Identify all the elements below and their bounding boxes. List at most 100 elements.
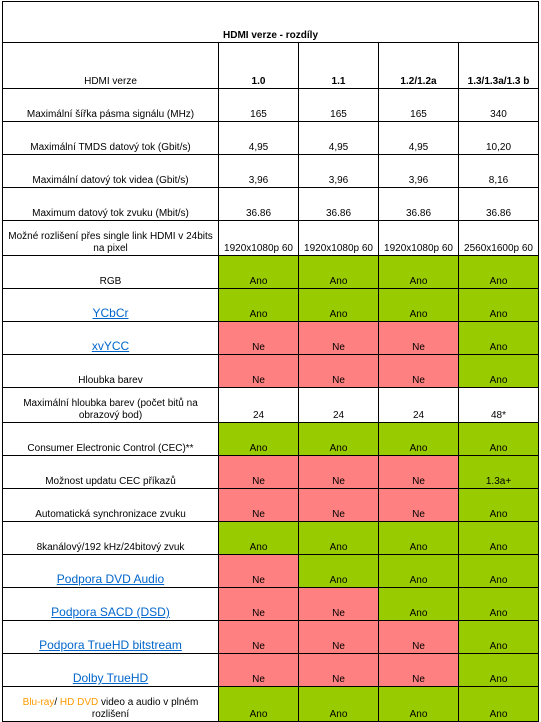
- truehd-bitstream-link[interactable]: Podpora TrueHD bitstream: [39, 638, 182, 652]
- row-label: Automatická synchronizace zvuku: [2, 488, 219, 522]
- table-cell: Ano: [298, 521, 379, 555]
- table-cell: 24: [298, 387, 379, 423]
- table-row: 8kanálový/192 kHz/24bitový zvuk Ano Ano …: [2, 521, 540, 555]
- table-row: Dolby TrueHD Ne Ne Ne Ano: [2, 653, 540, 687]
- ycbcr-link[interactable]: YCbCr: [92, 306, 129, 320]
- table-row: Podpora TrueHD bitstream Ne Ne Ne Ano: [2, 620, 540, 654]
- table-row: Consumer Electronic Control (CEC)** Ano …: [2, 422, 540, 456]
- table-cell: Ano: [378, 554, 459, 588]
- table-cell: 24: [378, 387, 459, 423]
- table-cell: Ano: [218, 521, 299, 555]
- row-label: Consumer Electronic Control (CEC)**: [2, 422, 219, 456]
- table-cell: 3,96: [298, 154, 379, 188]
- row-label: Maximální TMDS datový tok (Gbit/s): [2, 121, 219, 155]
- row-label: Maximální hloubka barev (počet bitů na o…: [2, 387, 219, 423]
- table-cell: Ne: [378, 455, 459, 489]
- hddvd-label: HD DVD: [59, 697, 99, 708]
- table-cell: Ano: [457, 488, 540, 522]
- row-label-cell: Podpora TrueHD bitstream: [2, 620, 219, 654]
- table-cell: Ano: [378, 587, 459, 621]
- table-cell: Ano: [378, 255, 459, 289]
- row-label: Hloubka barev: [2, 354, 219, 388]
- bluray-row-text: video a audio v plném rozlišení: [91, 697, 199, 720]
- table-row: YCbCr Ano Ano Ano Ano: [2, 288, 540, 322]
- version-1-3: 1.3/1.3a/1.3 b: [457, 42, 540, 89]
- table-cell: Ne: [218, 455, 299, 489]
- row-label-cell: YCbCr: [2, 288, 219, 322]
- table-cell: Ano: [457, 686, 540, 722]
- xvycc-link[interactable]: xvYCC: [91, 339, 130, 353]
- table-row: xvYCC Ne Ne Ne Ano: [2, 321, 540, 355]
- table-cell: 1.3a+: [457, 455, 540, 489]
- header-label: HDMI verze: [2, 42, 219, 89]
- row-label: RGB: [2, 255, 219, 289]
- dolby-truehd-link[interactable]: Dolby TrueHD: [72, 671, 149, 685]
- table-cell: 3,96: [378, 154, 459, 188]
- table-cell: 36.86: [457, 187, 540, 221]
- table-cell: Ano: [457, 620, 540, 654]
- table-cell: Ano: [457, 354, 540, 388]
- table-cell: Ne: [298, 620, 379, 654]
- row-label-cell: Dolby TrueHD: [2, 653, 219, 687]
- table-row: Maximum datový tok zvuku (Mbit/s) 36.86 …: [2, 187, 540, 221]
- table-cell: 1920x1080p 60: [218, 220, 299, 256]
- table-cell: Ne: [298, 321, 379, 355]
- version-1-2: 1.2/1.2a: [378, 42, 459, 89]
- title-row: HDMI verze - rozdíly: [1, 1, 540, 43]
- table-cell: 2560x1600p 60: [457, 220, 540, 256]
- table-row: Hloubka barev Ne Ne Ne Ano: [2, 354, 540, 388]
- table-cell: Ano: [298, 686, 379, 722]
- row-label: Maximální šířka pásma signálu (MHz): [2, 88, 219, 122]
- table-cell: 3,96: [218, 154, 299, 188]
- table-cell: Ne: [218, 587, 299, 621]
- table-cell: Ano: [378, 686, 459, 722]
- separator: /: [54, 697, 60, 708]
- version-1-0: 1.0: [218, 42, 299, 89]
- table-cell: 36.86: [378, 187, 459, 221]
- table-cell: Ne: [298, 587, 379, 621]
- table-cell: Ano: [218, 288, 299, 322]
- table-cell: 4,95: [218, 121, 299, 155]
- version-1-1: 1.1: [298, 42, 379, 89]
- table-cell: Ano: [298, 554, 379, 588]
- table-cell: 4,95: [378, 121, 459, 155]
- table-cell: 24: [218, 387, 299, 423]
- table-cell: Ano: [298, 288, 379, 322]
- table-cell: Ano: [218, 686, 299, 722]
- table-cell: 1920x1080p 60: [298, 220, 379, 256]
- table-cell: 8,16: [457, 154, 540, 188]
- row-label-cell: xvYCC: [2, 321, 219, 355]
- table-cell: Ano: [218, 255, 299, 289]
- row-label: Maximum datový tok zvuku (Mbit/s): [2, 187, 219, 221]
- table-cell: Ne: [298, 354, 379, 388]
- table-cell: Ne: [218, 321, 299, 355]
- table-cell: Ne: [298, 488, 379, 522]
- table-cell: Ano: [218, 422, 299, 456]
- table-cell: Ano: [457, 321, 540, 355]
- table-row: Maximální hloubka barev (počet bitů na o…: [2, 387, 540, 423]
- table-cell: Ano: [457, 255, 540, 289]
- table-cell: Ne: [378, 321, 459, 355]
- sacd-link[interactable]: Podpora SACD (DSD): [51, 605, 170, 619]
- table-cell: 340: [457, 88, 540, 122]
- table-cell: Ne: [218, 620, 299, 654]
- table-cell: 36.86: [298, 187, 379, 221]
- row-label: Možné rozlišení přes single link HDMI v …: [2, 220, 219, 256]
- table-cell: Ne: [298, 653, 379, 687]
- table-row: Podpora SACD (DSD) Ne Ne Ano Ano: [2, 587, 540, 621]
- table-cell: Ano: [457, 554, 540, 588]
- table-cell: 4,95: [298, 121, 379, 155]
- table-cell: 48*: [457, 387, 540, 423]
- table-cell: Ne: [298, 455, 379, 489]
- table-cell: Ne: [378, 354, 459, 388]
- table-row: Maximální TMDS datový tok (Gbit/s) 4,95 …: [2, 121, 540, 155]
- table-cell: Ano: [457, 422, 540, 456]
- row-label-cell: Podpora SACD (DSD): [2, 587, 219, 621]
- table-cell: Ano: [378, 521, 459, 555]
- table-row: Podpora DVD Audio Ne Ano Ano Ano: [2, 554, 540, 588]
- table-cell: Ano: [378, 422, 459, 456]
- table-row: Maximální datový tok videa (Gbit/s) 3,96…: [2, 154, 540, 188]
- table-cell: Ne: [378, 488, 459, 522]
- dvd-audio-link[interactable]: Podpora DVD Audio: [56, 572, 165, 586]
